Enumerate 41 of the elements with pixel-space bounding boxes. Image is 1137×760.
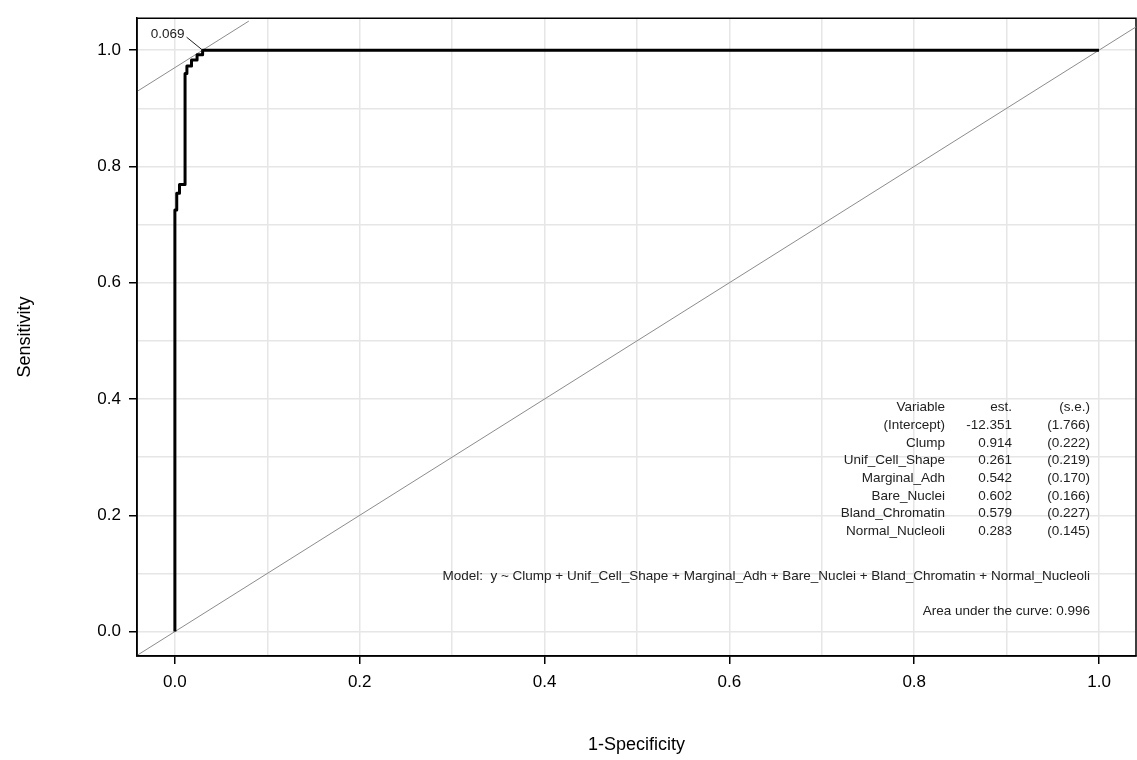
annotation: Area under the curve: 0.996 [922, 603, 1090, 619]
annotation: (1.766) [1047, 416, 1090, 432]
x-tick-label: 0.2 [347, 671, 372, 691]
y-tick-label: 0.6 [97, 272, 121, 292]
annotation: (Intercept) [883, 416, 945, 432]
y-tick-label: 0.8 [97, 156, 121, 176]
annotation: (0.170) [1047, 470, 1090, 485]
annotation: (0.219) [1047, 452, 1090, 468]
annotation: -12.351 [966, 416, 1012, 432]
annotation: 0.579 [978, 505, 1012, 521]
annotation: (0.227) [1047, 505, 1090, 521]
y-tick-label: 0.0 [97, 621, 121, 641]
x-tick-label: 0.8 [902, 671, 927, 691]
y-tick-label: 0.2 [97, 504, 121, 524]
x-tick-label: 1.0 [1087, 671, 1111, 691]
annotation: 0.542 [978, 470, 1012, 485]
annotation: est. [990, 399, 1012, 415]
y-tick-label: 1.0 [97, 39, 121, 59]
annotation: Normal_Nucleoli [845, 523, 945, 539]
annotation: 0.602 [978, 487, 1012, 503]
annotation: Bland_Chromatin [840, 505, 945, 521]
annotation: Marginal_Adh [861, 470, 945, 485]
annotation: (0.222) [1047, 434, 1090, 450]
x-tick-label: 0.0 [163, 671, 187, 691]
annotation: 0.069 [150, 26, 185, 42]
y-tick-label: 0.4 [97, 388, 121, 408]
x-tick-label: 0.4 [532, 671, 557, 691]
x-axis-title: 1-Specificity [587, 734, 686, 755]
annotation: Variable [896, 399, 945, 415]
annotation: 0.914 [978, 434, 1013, 450]
annotation: Unif_Cell_Shape [843, 452, 945, 468]
annotation: (0.166) [1047, 487, 1090, 503]
annotation: (s.e.) [1059, 399, 1090, 415]
annotation: Bare_Nuclei [871, 487, 945, 503]
annotation: Model: y ~ Clump + Unif_Cell_Shape + Marginal_Adh + Bare_Nuclei + Bland_Chromatin + Normal_Nucleoli [442, 568, 1090, 584]
annotation: 0.261 [978, 452, 1012, 468]
annotation: Clump [905, 434, 945, 450]
x-tick-label: 0.6 [717, 671, 742, 691]
y-axis-title: Sensitivity [13, 296, 34, 378]
annotation: (0.145) [1047, 523, 1090, 539]
annotation: 0.283 [978, 523, 1012, 539]
